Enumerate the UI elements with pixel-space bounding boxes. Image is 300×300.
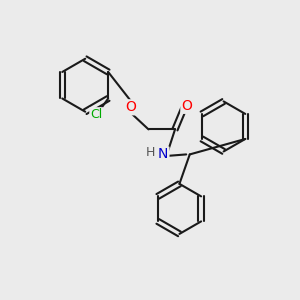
Text: O: O: [182, 99, 192, 113]
Text: Cl: Cl: [90, 108, 103, 121]
Text: N: N: [158, 147, 168, 161]
Text: O: O: [125, 100, 136, 114]
Text: H: H: [146, 146, 156, 159]
